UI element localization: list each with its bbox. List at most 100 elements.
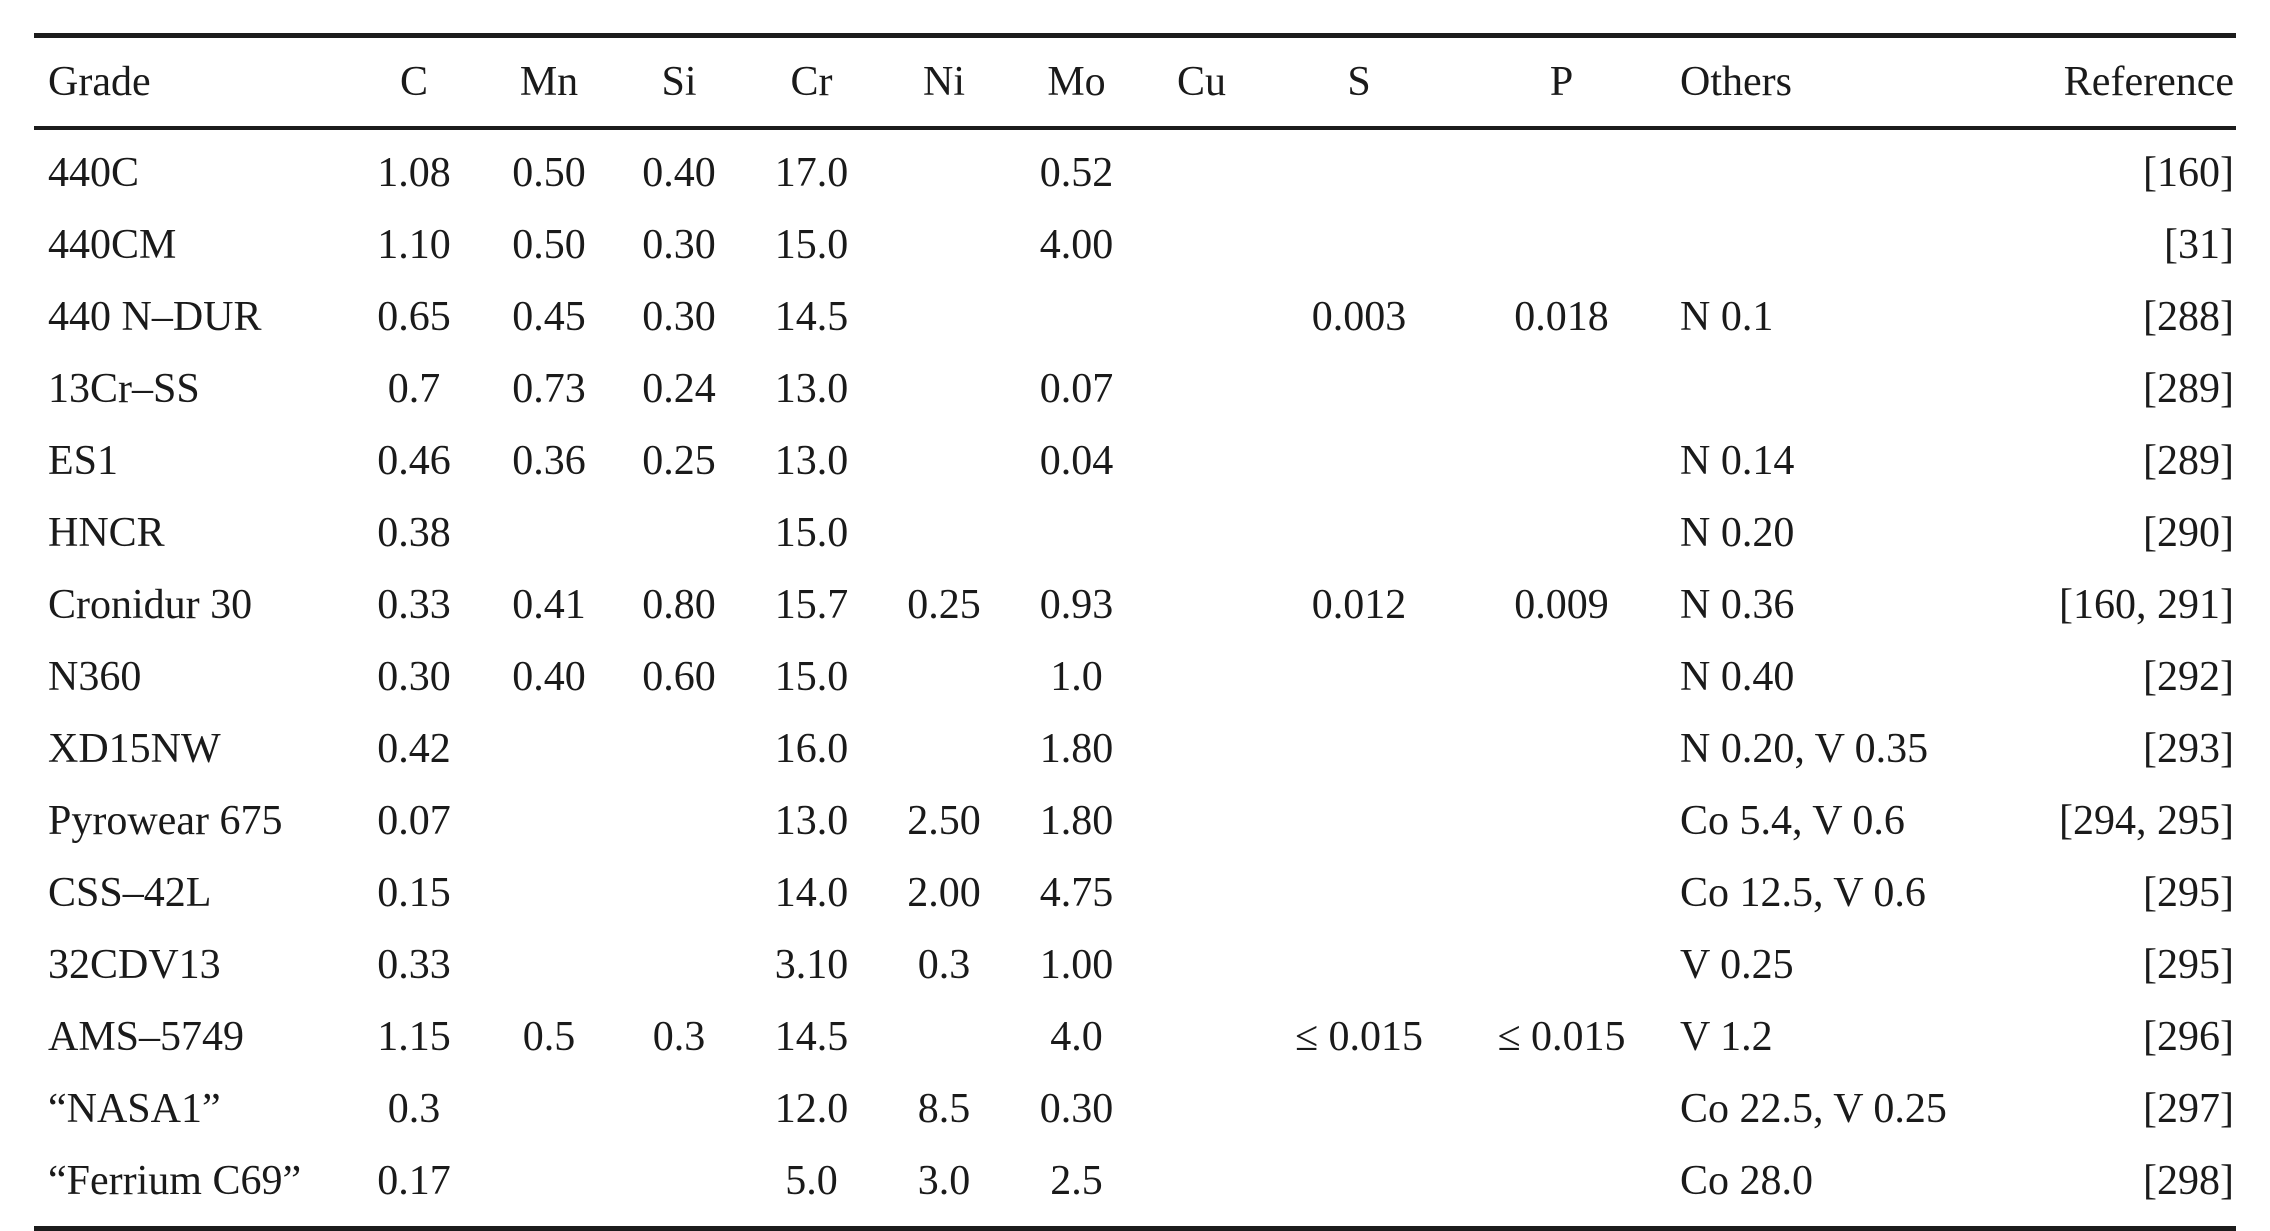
table-cell: 2.00 (907, 870, 981, 916)
reference-cell: [290] (2143, 510, 2234, 556)
table-cell (1259, 785, 1459, 857)
table-cell: 1.80 (1039, 798, 1114, 844)
reference-cell: [295] (2143, 870, 2234, 916)
table-cell: 0.30 (642, 294, 716, 340)
reference-cell: [293] (2143, 726, 2234, 772)
grade-cell: XD15NW (48, 726, 221, 772)
table-cell (1259, 353, 1459, 425)
table-row: 440CM 1.10 0.50 0.30 15.0 4.00 [31] (34, 209, 2236, 281)
column-header-si: Si (661, 59, 697, 105)
table-row: 440 N–DUR 0.65 0.45 0.30 14.5 0.003 0.018 N 0.1… (34, 281, 2236, 353)
table-cell (1144, 1073, 1259, 1145)
table-cell (1459, 641, 1664, 713)
table-row: CSS–42L 0.15 14.0 2.00 4.75 Co 12.5, V 0.6 [29… (34, 857, 2236, 929)
table-cell: 0.41 (512, 582, 586, 628)
table-cell (614, 929, 744, 1001)
table-cell: 0.24 (642, 366, 716, 412)
table-row: AMS–5749 1.15 0.5 0.3 14.5 4.0 ≤ 0.015 ≤ 0.015 V… (34, 1001, 2236, 1073)
table-cell: 5.0 (785, 1158, 838, 1204)
table-row: XD15NW 0.42 16.0 1.80 N 0.20, V 0.35 [293] (34, 713, 2236, 785)
table-cell (1259, 857, 1459, 929)
table-cell (1144, 281, 1259, 353)
table-cell: 15.0 (774, 654, 849, 700)
table-cell (1144, 128, 1259, 209)
table-cell: 14.5 (774, 294, 849, 340)
table-cell (484, 713, 614, 785)
table-cell: 0.33 (377, 582, 451, 628)
table-cell: 0.50 (512, 222, 586, 268)
column-header-p: P (1549, 59, 1574, 105)
reference-cell: [288] (2143, 294, 2234, 340)
table-cell: 0.38 (377, 510, 451, 556)
table-cell: Co 22.5, V 0.25 (1680, 1086, 1947, 1132)
table-cell: 15.0 (774, 510, 849, 556)
table-cell: 0.46 (377, 438, 451, 484)
grade-cell: Pyrowear 675 (48, 798, 283, 844)
table-cell: 0.73 (512, 366, 586, 412)
grade-cell: N360 (48, 654, 142, 700)
table-cell: 0.80 (642, 582, 716, 628)
reference-cell: [31] (2164, 222, 2234, 268)
table-cell: 13.0 (774, 438, 849, 484)
table-cell (1459, 353, 1664, 425)
grade-cell: “NASA1” (48, 1086, 221, 1132)
table-cell: 3.10 (774, 942, 849, 988)
table-cell: 0.30 (642, 222, 716, 268)
table-row: “NASA1” 0.3 12.0 8.5 0.30 Co 22.5, V 0.25 [297… (34, 1073, 2236, 1145)
table-cell (1144, 425, 1259, 497)
table-cell: 0.7 (387, 366, 441, 412)
table-cell (1459, 1073, 1664, 1145)
table-cell: 13.0 (774, 798, 849, 844)
column-header-reference: Reference (2063, 59, 2234, 105)
table-cell: 0.5 (522, 1014, 576, 1060)
table-cell: 0.25 (642, 438, 716, 484)
table-cell: N 0.20, V 0.35 (1680, 726, 1929, 772)
table-cell (614, 857, 744, 929)
table-body: 440C 1.08 0.50 0.40 17.0 0.52 [160] 440CM 1.10 0.… (34, 128, 2236, 1229)
table-cell: ≤ 0.015 (1294, 1014, 1424, 1060)
table-cell (1664, 128, 2026, 209)
column-header-c: C (399, 59, 428, 105)
table-cell: 0.93 (1039, 582, 1114, 628)
table-row: “Ferrium C69” 0.17 5.0 3.0 2.5 Co 28.0 [298] (34, 1145, 2236, 1229)
table-cell (1259, 713, 1459, 785)
table-cell: 0.3 (652, 1014, 706, 1060)
table-cell (484, 929, 614, 1001)
table-cell: 8.5 (917, 1086, 971, 1132)
grade-cell: HNCR (48, 510, 165, 556)
table-cell (1144, 353, 1259, 425)
table-cell (1459, 425, 1664, 497)
table-cell: 0.30 (1039, 1086, 1114, 1132)
table-cell: 1.15 (377, 1014, 451, 1060)
table-cell: 0.012 (1311, 582, 1407, 628)
table-cell (879, 497, 1009, 569)
reference-cell: [160] (2143, 150, 2234, 196)
column-header-cu: Cu (1176, 59, 1226, 105)
table-cell: 0.17 (377, 1158, 451, 1204)
table-cell (879, 281, 1009, 353)
table-cell (1009, 497, 1144, 569)
column-header-cr: Cr (790, 59, 833, 105)
table-cell: 0.33 (377, 942, 451, 988)
grade-cell: CSS–42L (48, 870, 212, 916)
table-cell: N 0.1 (1680, 294, 1774, 340)
table-cell (1259, 128, 1459, 209)
table-row: 13Cr–SS 0.7 0.73 0.24 13.0 0.07 [289] (34, 353, 2236, 425)
table-cell: 0.40 (512, 654, 586, 700)
table-cell: 0.40 (642, 150, 716, 196)
table-cell: N 0.20 (1680, 510, 1795, 556)
column-header-ni: Ni (923, 59, 965, 105)
table-cell: Co 12.5, V 0.6 (1680, 870, 1926, 916)
table-cell: 0.07 (1039, 366, 1114, 412)
reference-cell: [160, 291] (2059, 582, 2234, 628)
table-cell (614, 785, 744, 857)
table-cell: 1.0 (1050, 654, 1103, 700)
table-cell (879, 713, 1009, 785)
table-cell: V 0.25 (1680, 942, 1794, 988)
table-cell (879, 209, 1009, 281)
table-cell: 1.80 (1039, 726, 1114, 772)
table-cell: 13.0 (774, 366, 849, 412)
table-cell: 0.07 (377, 798, 451, 844)
reference-cell: [295] (2143, 942, 2234, 988)
table-cell (1459, 128, 1664, 209)
